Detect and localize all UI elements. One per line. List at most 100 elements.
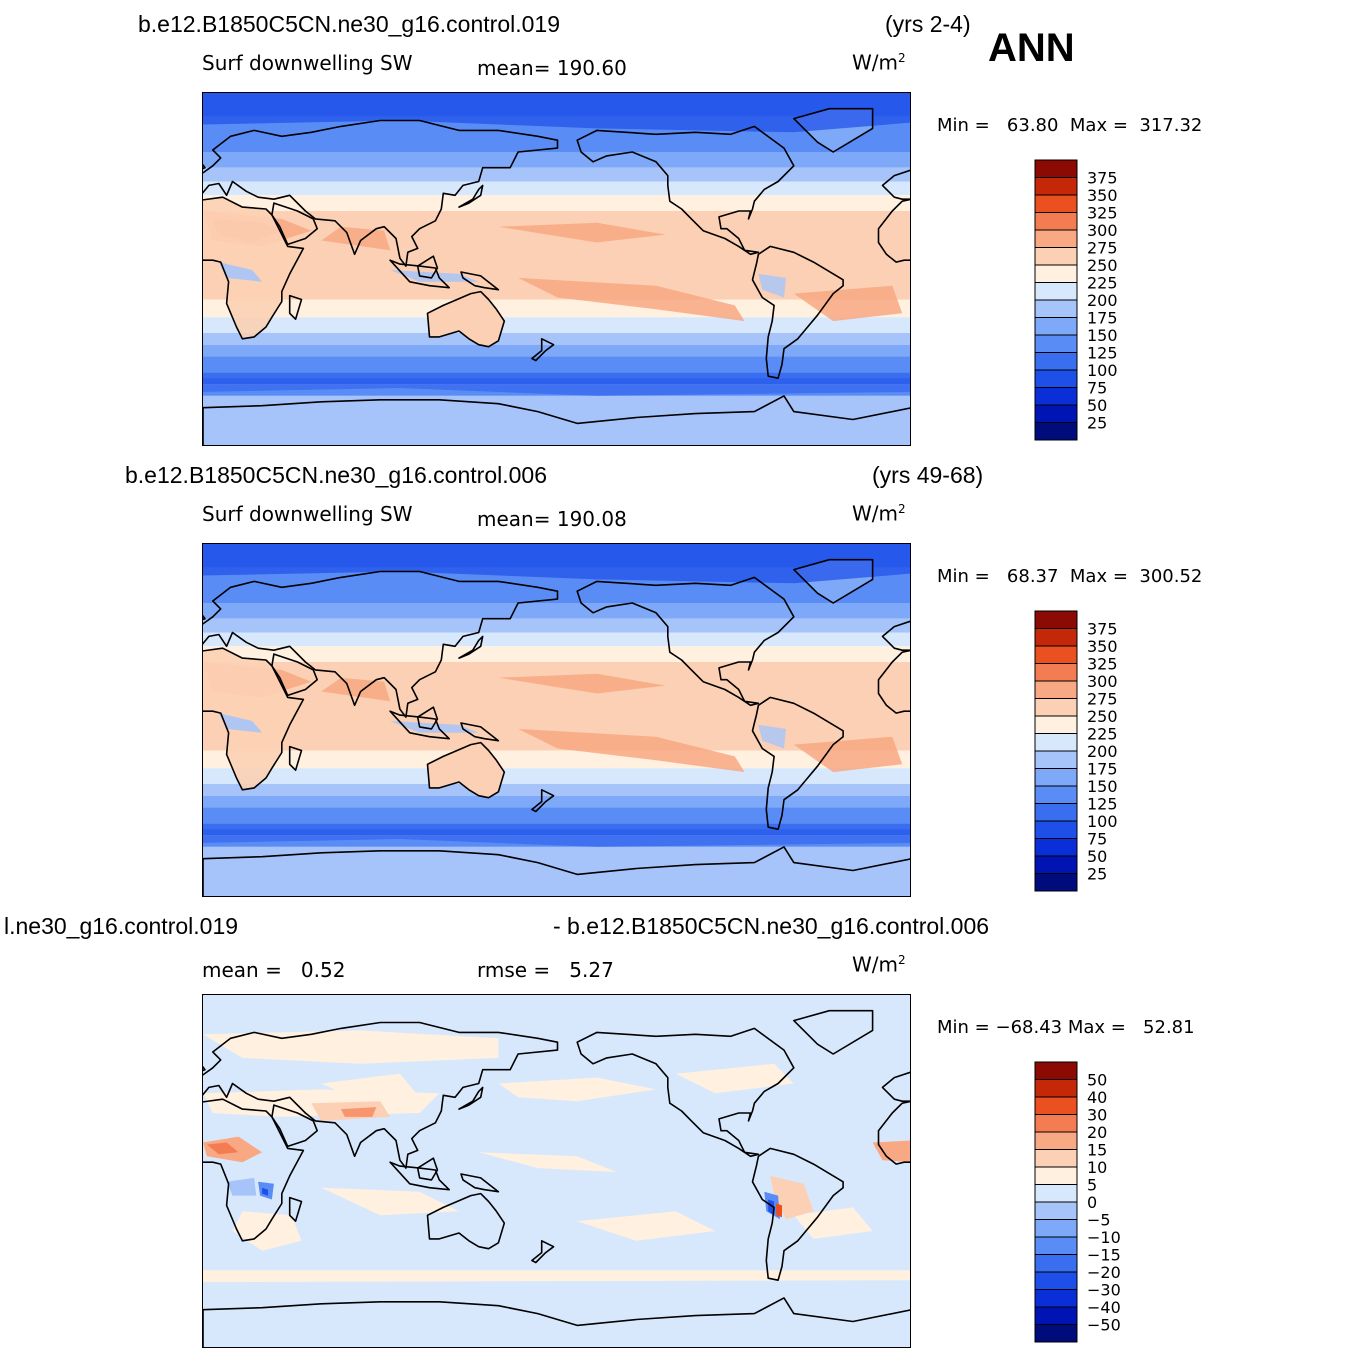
colorbar-tick-label: 10 — [1087, 1158, 1107, 1177]
colorbar-box — [1034, 212, 1078, 231]
colorbar-box — [1034, 282, 1078, 301]
colorbar-box — [1034, 422, 1078, 441]
coastline-greenland — [793, 558, 874, 604]
colorbar-tick-label: 175 — [1087, 760, 1118, 779]
coastline-uk — [203, 1065, 206, 1072]
coastline-greenland — [793, 107, 874, 153]
panel3-case-left: l.ne30_g16.control.019 — [4, 913, 239, 939]
panel1-years: (yrs 2-4) — [885, 11, 971, 37]
colorbar-box — [1034, 159, 1078, 178]
colorbar-box — [1034, 1079, 1078, 1098]
colorbar-tick-label: 200 — [1087, 742, 1118, 761]
panel3-colorbar: 50 40 30 20 15 10 5 0 −5 −10 −15 −20 −30 −40 −50 — [1034, 1061, 1121, 1343]
colorbar-box — [1034, 733, 1078, 752]
colorbar-tick-label: 175 — [1087, 309, 1118, 328]
colorbar-box — [1034, 352, 1078, 371]
colorbar-box — [1034, 1219, 1078, 1238]
coastline-america_s — [751, 1147, 844, 1281]
colorbar-box — [1034, 404, 1078, 423]
coastline-america_s — [751, 696, 844, 830]
panel3-map — [202, 994, 911, 1348]
panel2-map — [202, 543, 911, 897]
coastline-eurasia_w — [881, 169, 910, 200]
colorbar-tick-label: 275 — [1087, 690, 1118, 709]
colorbar-box — [1034, 873, 1078, 892]
coastline-arabia — [271, 653, 318, 697]
panel2-units: W/m2 — [852, 501, 906, 526]
colorbar-box — [1034, 1289, 1078, 1308]
coastline-nz — [531, 1240, 555, 1264]
colorbar-box — [1034, 387, 1078, 406]
colorbar-box — [1034, 299, 1078, 318]
colorbar-tick-label: 275 — [1087, 239, 1118, 258]
colorbar-box — [1034, 1306, 1078, 1325]
coastline-newguinea — [460, 1173, 500, 1193]
panel2-mean: mean= 190.08 — [477, 507, 627, 531]
colorbar-box — [1034, 803, 1078, 822]
colorbar-box — [1034, 1184, 1078, 1203]
colorbar-box — [1034, 247, 1078, 266]
colorbar-tick-label: 125 — [1087, 344, 1118, 363]
colorbar-box — [1034, 317, 1078, 336]
colorbar-box — [1034, 1166, 1078, 1185]
colorbar-box — [1034, 1236, 1078, 1255]
colorbar-tick-label: 325 — [1087, 204, 1118, 223]
colorbar-tick-label: −20 — [1087, 1263, 1121, 1282]
colorbar-box — [1034, 680, 1078, 699]
colorbar-tick-label: 100 — [1087, 812, 1118, 831]
colorbar-box — [1034, 1201, 1078, 1220]
colorbar-tick-label: 250 — [1087, 256, 1118, 275]
colorbar-box — [1034, 194, 1078, 213]
coastline-nz — [531, 338, 555, 362]
colorbar-tick-label: 25 — [1087, 414, 1107, 433]
panel3-case-right: - b.e12.B1850C5CN.ne30_g16.control.006 — [553, 913, 990, 939]
colorbar-tick-label: 225 — [1087, 725, 1118, 744]
panel1-case-title: b.e12.B1850C5CN.ne30_g16.control.019 — [138, 11, 560, 37]
colorbar-box — [1034, 698, 1078, 717]
colorbar-box — [1034, 229, 1078, 248]
coastline-borneo — [416, 1157, 439, 1181]
colorbar-box — [1034, 1131, 1078, 1150]
coastline-america_n — [576, 125, 795, 256]
coastline-indonesia — [389, 1161, 450, 1191]
colorbar-tick-label: −30 — [1087, 1281, 1121, 1300]
colorbar-tick-label: 5 — [1087, 1176, 1097, 1195]
coastline-uk — [203, 614, 206, 621]
panel3-rmse: rmse = 5.27 — [477, 958, 614, 982]
colorbar-tick-label: 300 — [1087, 672, 1118, 691]
colorbar-tick-label: 300 — [1087, 221, 1118, 240]
colorbar-box — [1034, 369, 1078, 388]
coastline-newguinea — [460, 722, 500, 742]
coastline-africa_w — [877, 198, 910, 263]
colorbar-box — [1034, 1061, 1078, 1080]
colorbar-box — [1034, 715, 1078, 734]
colorbar-box — [1034, 177, 1078, 196]
colorbar-box — [1034, 610, 1078, 629]
coastline-borneo — [416, 706, 439, 730]
colorbar-tick-label: 0 — [1087, 1193, 1097, 1212]
colorbar-tick-label: 375 — [1087, 620, 1118, 639]
colorbar-box — [1034, 838, 1078, 857]
coastline-antarctica — [203, 1297, 910, 1347]
colorbar-box — [1034, 264, 1078, 283]
coastline-nz — [531, 789, 555, 813]
colorbar-tick-label: 75 — [1087, 830, 1107, 849]
colorbar-box — [1034, 1114, 1078, 1133]
panel1-variable: Surf downwelling SW — [202, 51, 413, 75]
panel3-units: W/m2 — [852, 952, 906, 977]
coastline-australia — [426, 1192, 506, 1250]
colorbar-tick-label: 50 — [1087, 847, 1107, 866]
colorbar-tick-label: 15 — [1087, 1141, 1107, 1160]
coastline-newguinea — [460, 271, 500, 291]
season-label: ANN — [988, 26, 1075, 70]
panel2-min-max: Min = 68.37 Max = 300.52 — [937, 566, 1203, 587]
colorbar-box — [1034, 628, 1078, 647]
coastline-america_n — [576, 1027, 795, 1158]
colorbar-tick-label: 150 — [1087, 777, 1118, 796]
coastline-america_s — [751, 245, 844, 379]
coastline-madagascar — [288, 745, 303, 771]
colorbar-tick-label: 20 — [1087, 1123, 1107, 1142]
colorbar-tick-label: −15 — [1087, 1246, 1121, 1265]
coastline-eurasia — [203, 570, 559, 718]
colorbar-tick-label: 50 — [1087, 1071, 1107, 1090]
